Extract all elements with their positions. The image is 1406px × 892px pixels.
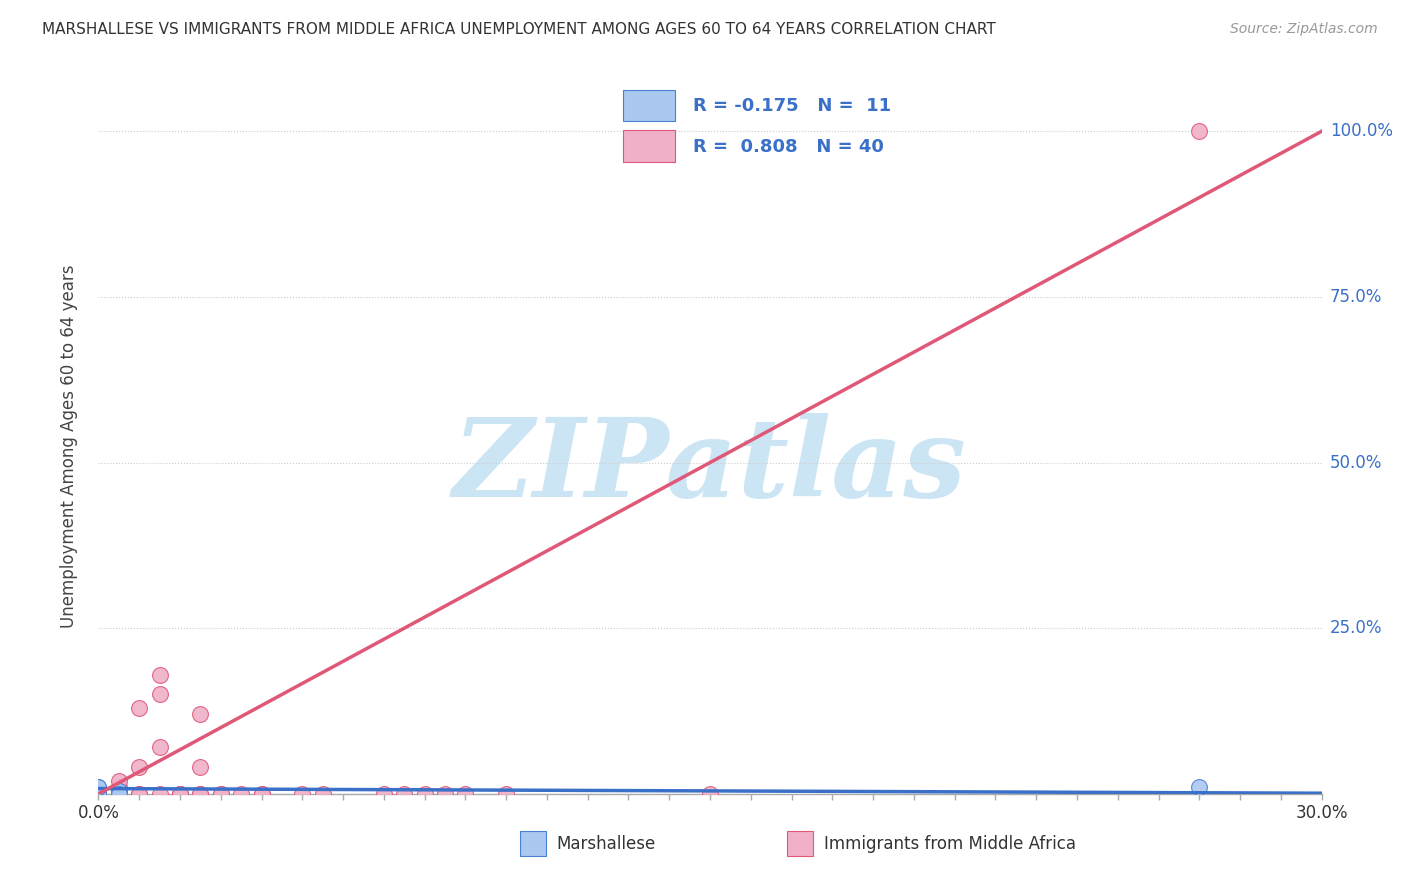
Point	[87, 787, 110, 801]
Point	[87, 787, 110, 801]
Point	[108, 787, 131, 801]
Point	[312, 787, 335, 801]
Point	[108, 787, 131, 801]
Point	[149, 688, 172, 702]
Point	[209, 787, 232, 801]
Point	[231, 787, 253, 801]
Point	[128, 760, 150, 774]
Point	[87, 787, 110, 801]
Point	[209, 787, 232, 801]
Point	[108, 780, 131, 795]
Point	[108, 773, 131, 788]
Text: ZIPatlas: ZIPatlas	[453, 413, 967, 521]
Point	[392, 787, 416, 801]
Point	[1188, 780, 1211, 795]
Point	[373, 787, 395, 801]
Point	[87, 780, 110, 795]
Text: 75.0%: 75.0%	[1330, 288, 1382, 306]
Text: Source: ZipAtlas.com: Source: ZipAtlas.com	[1230, 22, 1378, 37]
Text: Marshallese: Marshallese	[557, 835, 657, 853]
Point	[87, 787, 110, 801]
Point	[434, 787, 457, 801]
Point	[699, 787, 721, 801]
Point	[87, 787, 110, 801]
Point	[128, 787, 150, 801]
Point	[169, 787, 191, 801]
Point	[291, 787, 314, 801]
Point	[188, 787, 212, 801]
Text: 100.0%: 100.0%	[1330, 122, 1393, 140]
Point	[413, 787, 436, 801]
Point	[169, 787, 191, 801]
Point	[87, 787, 110, 801]
Point	[188, 787, 212, 801]
Point	[108, 787, 131, 801]
Point	[108, 787, 131, 801]
Point	[1188, 124, 1211, 138]
Point	[128, 787, 150, 801]
Point	[149, 667, 172, 681]
Point	[87, 780, 110, 795]
Point	[454, 787, 477, 801]
Point	[250, 787, 273, 801]
Point	[250, 787, 273, 801]
Point	[87, 787, 110, 801]
Point	[108, 783, 131, 797]
Point	[188, 760, 212, 774]
Point	[149, 787, 172, 801]
Point	[188, 707, 212, 722]
Point	[169, 787, 191, 801]
Point	[87, 787, 110, 801]
Y-axis label: Unemployment Among Ages 60 to 64 years: Unemployment Among Ages 60 to 64 years	[59, 264, 77, 628]
Point	[495, 787, 517, 801]
Text: 25.0%: 25.0%	[1330, 619, 1382, 637]
Point	[128, 700, 150, 714]
Point	[87, 787, 110, 801]
Point	[149, 740, 172, 755]
Text: Immigrants from Middle Africa: Immigrants from Middle Africa	[824, 835, 1076, 853]
Point	[108, 787, 131, 801]
Text: MARSHALLESE VS IMMIGRANTS FROM MIDDLE AFRICA UNEMPLOYMENT AMONG AGES 60 TO 64 YE: MARSHALLESE VS IMMIGRANTS FROM MIDDLE AF…	[42, 22, 995, 37]
Point	[108, 783, 131, 797]
Text: 50.0%: 50.0%	[1330, 453, 1382, 472]
